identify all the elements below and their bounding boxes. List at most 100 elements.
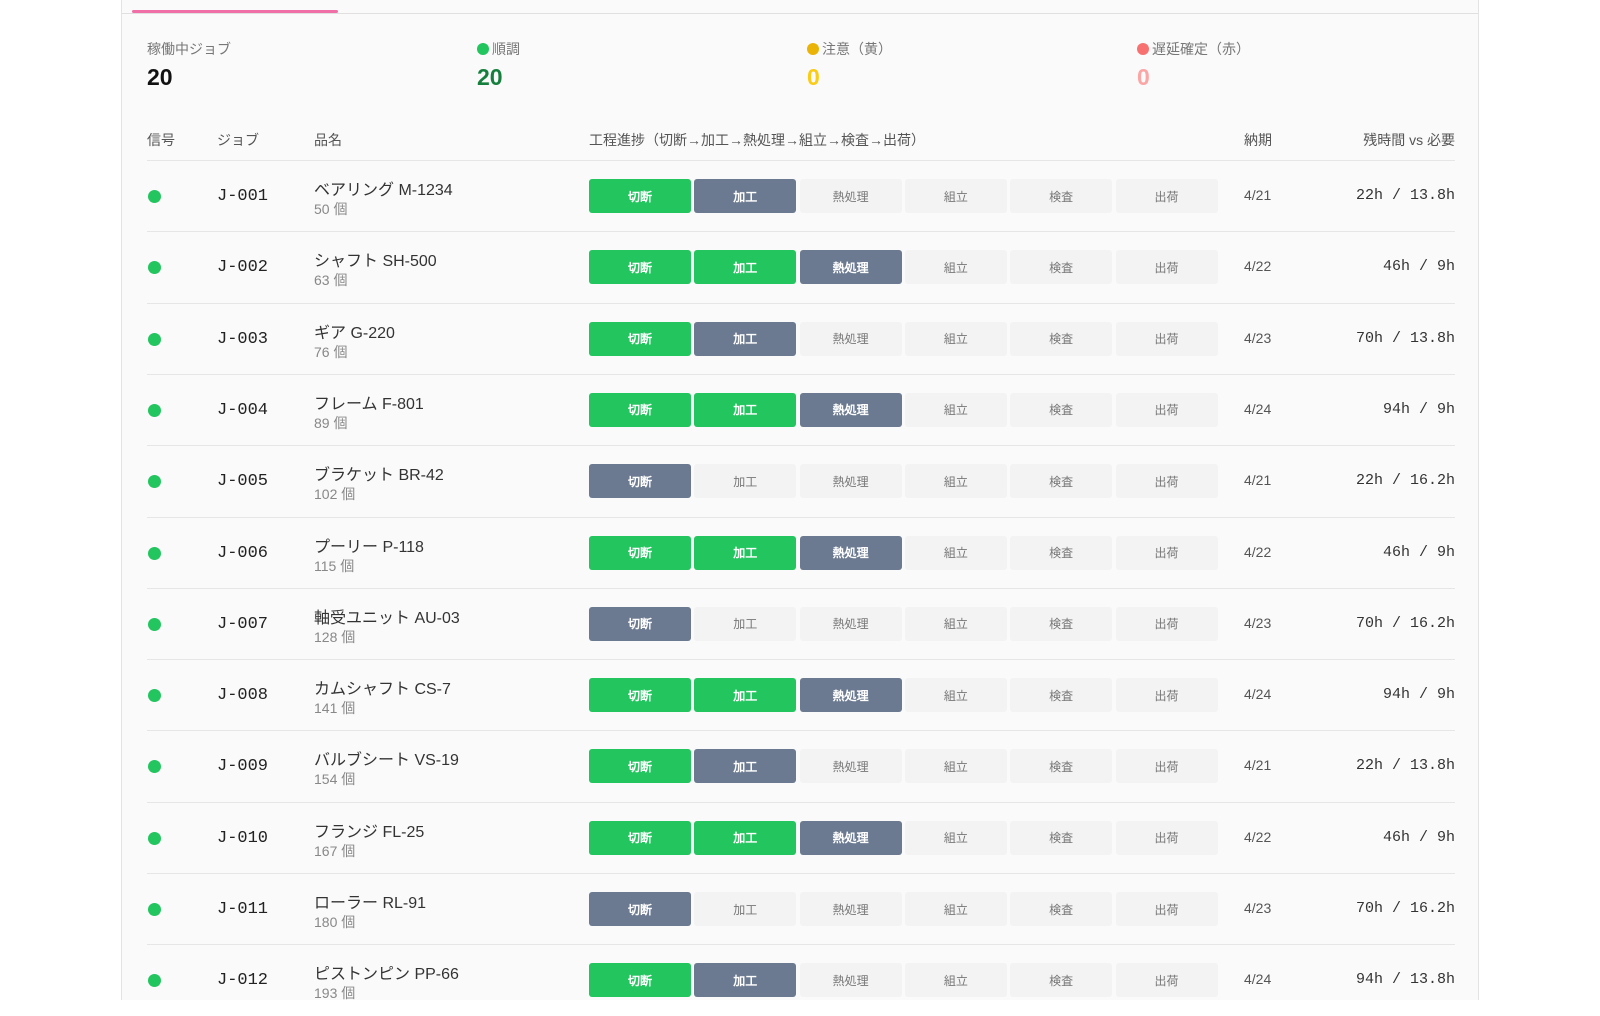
- due-date: 4/22: [1244, 258, 1272, 275]
- stage-current: 加工: [694, 179, 797, 213]
- signal-dot: [148, 974, 161, 988]
- signal-dot: [148, 332, 161, 346]
- summary-value: 0: [807, 64, 820, 90]
- stage-current: 切断: [589, 606, 691, 641]
- stage-pending: 熱処理: [799, 464, 902, 499]
- stage-done: 切断: [589, 678, 691, 713]
- job-row: J-009 バルブシート VS-19 154 個 切断 加工 熱処理 組立 検査 出荷 4/21 2…: [147, 730, 1455, 802]
- stage-pending: 検査: [1010, 892, 1113, 926]
- stage-done: 切断: [589, 820, 691, 855]
- stage-pending: 熱処理: [799, 749, 902, 784]
- stage-pending: 熱処理: [799, 892, 902, 926]
- stage-done: 加工: [694, 678, 797, 713]
- stage-pending: 組立: [904, 678, 1007, 713]
- job-id: J-004: [217, 400, 269, 420]
- product-name: ローラー RL-91: [314, 895, 427, 912]
- signal-dot: [148, 689, 161, 703]
- product-name: 軸受ユニット AU-03: [314, 609, 460, 627]
- stage-done: 切断: [589, 250, 691, 285]
- stage-current: 熱処理: [799, 250, 902, 285]
- time-remaining: 70h / 16.2h: [1355, 900, 1455, 917]
- signal-dot: [148, 831, 161, 845]
- panel: 稼働中ジョブ 20 順調 20 注意（黄） 0 遅延確定（赤） 0 信号 ジョブ…: [121, 0, 1479, 1001]
- quantity: 50 個: [314, 201, 348, 217]
- job-row: J-004 フレーム F-801 89 個 切断 加工 熱処理 組立 検査 出荷 4/24 94h …: [147, 373, 1455, 446]
- job-row: J-002 シャフト SH-500 63 個 切断 加工 熱処理 組立 検査 出荷 4/22 46h…: [147, 231, 1455, 303]
- summary-total: 稼働中ジョブ 20: [147, 40, 231, 91]
- job-row: J-007 軸受ユニット AU-03 128 個 切断 加工 熱処理 組立 検査 出荷 4/23 7…: [147, 587, 1455, 660]
- stage-pending: 加工: [694, 606, 797, 641]
- product-name: バルブシート VS-19: [314, 752, 459, 770]
- stage-pending: 組立: [904, 820, 1007, 855]
- summary-label-text: 注意（黄）: [822, 41, 892, 57]
- product-name: ブラケット BR-42: [314, 467, 444, 485]
- job-row: J-010 フランジ FL-25 167 個 切断 加工 熱処理 組立 検査 出荷 4/22 46h…: [147, 801, 1455, 874]
- summary-value: 20: [477, 64, 503, 90]
- job-id: J-009: [217, 757, 269, 777]
- column-header: ジョブ: [217, 132, 259, 148]
- job-id: J-006: [217, 543, 269, 563]
- stage-pending: 検査: [1010, 321, 1113, 356]
- stage-pending: 出荷: [1115, 535, 1218, 570]
- summary-label: 順調: [477, 40, 520, 58]
- summary-label: 遅延確定（赤）: [1137, 40, 1250, 58]
- due-date: 4/23: [1244, 329, 1272, 346]
- stage-current: 切断: [589, 464, 691, 499]
- summary-ok: 順調 20: [477, 40, 520, 91]
- summary-delay: 遅延確定（赤） 0: [1137, 40, 1250, 91]
- column-header: 品名: [314, 132, 342, 148]
- stage-pending: 検査: [1010, 963, 1113, 998]
- job-row: J-008 カムシャフト CS-7 141 個 切断 加工 熱処理 組立 検査 出荷 4/24 94…: [147, 659, 1455, 731]
- column-header: 工程進捗（切断→加工→熱処理→組立→検査→出荷）: [589, 132, 925, 148]
- column-header: 納期: [1244, 132, 1272, 148]
- stage-current: 加工: [694, 963, 797, 998]
- time-remaining: 46h / 9h: [1382, 828, 1455, 846]
- stage-pending: 検査: [1010, 749, 1113, 784]
- stage-pending: 組立: [904, 321, 1007, 356]
- quantity: 154 個: [314, 771, 356, 788]
- stage-done: 切断: [589, 963, 691, 998]
- stage-pending: 加工: [694, 464, 797, 499]
- status-dot: [1137, 43, 1149, 55]
- product-name: プーリー P-118: [314, 538, 424, 556]
- stage-pending: 検査: [1010, 179, 1113, 213]
- product-name: フランジ FL-25: [314, 823, 425, 841]
- signal-dot: [148, 546, 161, 560]
- column-header: 信号: [147, 132, 175, 148]
- stage-pending: 検査: [1010, 820, 1113, 855]
- stage-pending: 加工: [694, 892, 797, 926]
- job-row: J-011 ローラー RL-91 180 個 切断 加工 熱処理 組立 検査 出荷 4/23 70h…: [147, 873, 1455, 945]
- due-date: 4/23: [1244, 614, 1272, 631]
- stage-pending: 組立: [904, 892, 1007, 926]
- stage-pending: 組立: [904, 250, 1007, 285]
- stage-pending: 組立: [904, 179, 1007, 213]
- stage-pending: 検査: [1010, 464, 1113, 499]
- product-name: ベアリング M-1234: [314, 182, 453, 199]
- stage-current: 熱処理: [799, 535, 902, 570]
- product-name: ギア G-220: [314, 324, 395, 342]
- job-row: J-005 ブラケット BR-42 102 個 切断 加工 熱処理 組立 検査 出荷 4/21 22…: [147, 445, 1455, 517]
- stage-pending: 組立: [904, 535, 1007, 570]
- product-name: カムシャフト CS-7: [314, 681, 451, 699]
- stage-pending: 検査: [1010, 250, 1113, 285]
- stage-pending: 出荷: [1115, 749, 1218, 784]
- summary-label-text: 順調: [492, 41, 520, 57]
- summary-warning: 注意（黄） 0: [807, 40, 892, 91]
- quantity: 89 個: [314, 414, 348, 431]
- job-id: J-010: [217, 828, 269, 848]
- stage-pending: 出荷: [1115, 892, 1218, 926]
- job-id: J-008: [217, 686, 269, 706]
- time-remaining: 46h / 9h: [1382, 543, 1455, 561]
- status-dot: [477, 43, 489, 55]
- status-dot: [807, 43, 819, 55]
- tab-divider: [122, 13, 1478, 14]
- stage-current: 熱処理: [799, 392, 902, 427]
- stage-pending: 検査: [1010, 606, 1113, 641]
- stage-done: 加工: [694, 820, 797, 855]
- stage-pending: 組立: [904, 749, 1007, 784]
- stage-current: 熱処理: [799, 678, 902, 713]
- time-remaining: 94h / 9h: [1382, 686, 1455, 704]
- summary-label: 注意（黄）: [807, 40, 892, 58]
- stage-pending: 組立: [904, 963, 1007, 998]
- product-name: シャフト SH-500: [314, 253, 437, 271]
